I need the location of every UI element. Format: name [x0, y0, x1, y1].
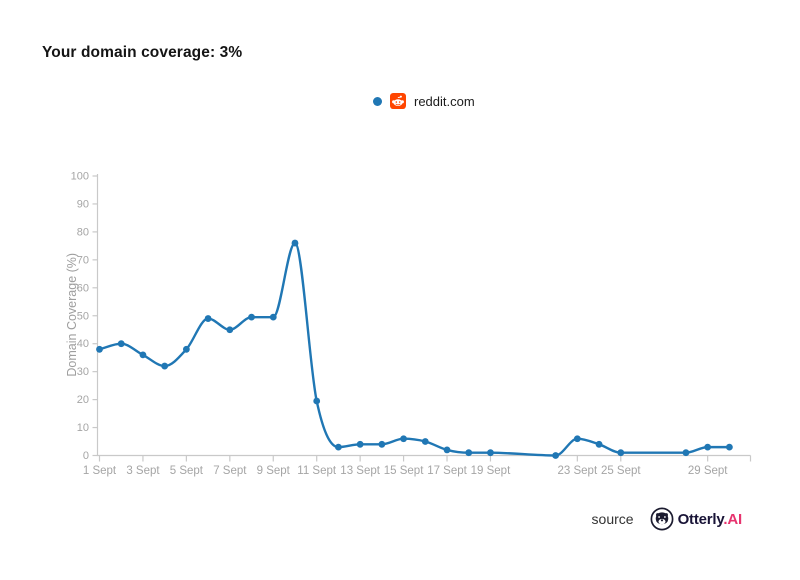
svg-text:1 Sept: 1 Sept	[83, 465, 117, 477]
legend[interactable]: reddit.com	[373, 92, 475, 110]
svg-text:90: 90	[77, 198, 89, 210]
svg-text:25 Sept: 25 Sept	[601, 465, 641, 477]
svg-text:17 Sept: 17 Sept	[427, 465, 467, 477]
legend-series-dot	[373, 96, 382, 106]
svg-text:29 Sept: 29 Sept	[688, 465, 728, 477]
legend-series-label: reddit.com	[414, 93, 475, 109]
svg-text:11 Sept: 11 Sept	[297, 465, 337, 477]
svg-text:0: 0	[83, 450, 89, 462]
brand-name: Otterly	[677, 510, 724, 528]
svg-text:19 Sept: 19 Sept	[471, 465, 511, 477]
svg-text:80: 80	[77, 226, 89, 238]
reddit-icon	[390, 93, 406, 109]
svg-text:70: 70	[77, 254, 89, 266]
svg-text:5 Sept: 5 Sept	[170, 465, 204, 477]
svg-text:9 Sept: 9 Sept	[257, 465, 291, 477]
otterly-logo-icon	[650, 507, 674, 531]
svg-text:7 Sept: 7 Sept	[213, 465, 247, 477]
svg-text:40: 40	[77, 338, 89, 350]
source-attribution: source Otterly.AI	[592, 505, 742, 533]
svg-text:3 Sept: 3 Sept	[126, 465, 160, 477]
svg-text:100: 100	[71, 171, 89, 183]
svg-text:13 Sept: 13 Sept	[340, 465, 380, 477]
source-label: source	[591, 511, 634, 527]
brand-wordmark: Otterly.AI	[677, 510, 743, 528]
svg-text:10: 10	[77, 422, 89, 434]
svg-text:20: 20	[77, 394, 89, 406]
svg-text:30: 30	[77, 366, 89, 378]
svg-text:23 Sept: 23 Sept	[558, 465, 598, 477]
svg-text:60: 60	[77, 282, 89, 294]
svg-text:15 Sept: 15 Sept	[384, 465, 424, 477]
page-title: Your domain coverage: 3%	[42, 44, 243, 61]
svg-text:50: 50	[77, 310, 89, 322]
brand-suffix: .AI	[723, 510, 742, 528]
svg-text:Domain Coverage (%): Domain Coverage (%)	[65, 253, 79, 377]
